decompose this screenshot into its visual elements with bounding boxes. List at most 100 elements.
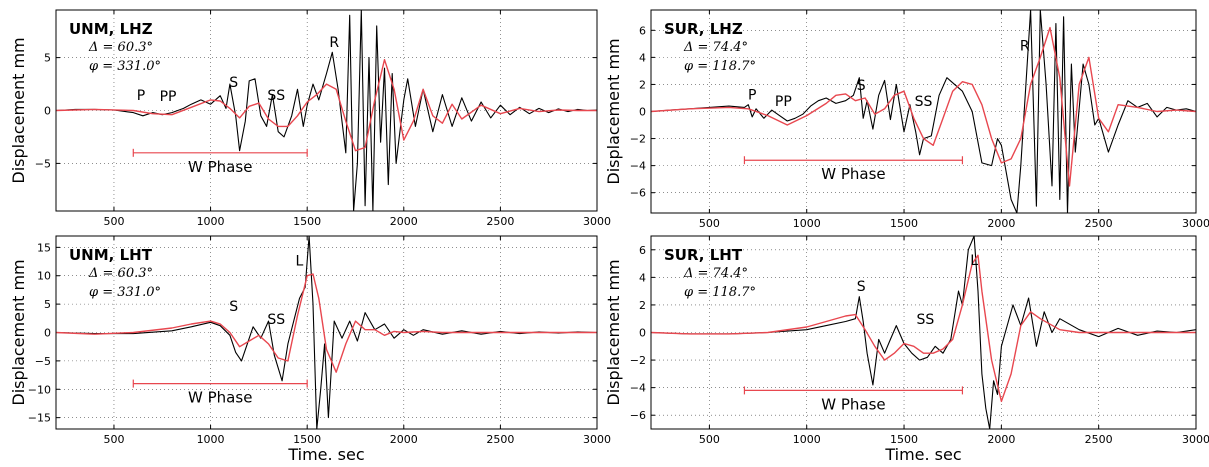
delta-label: Δ = 60.3° xyxy=(88,40,153,55)
observed-trace xyxy=(651,10,1196,213)
x-tick-label: 3000 xyxy=(583,433,611,446)
panel-2: 500 1000 1500 2000 2500 3000 −15 −10 −5 0 5 10 15 W P… xyxy=(9,235,611,464)
phase-label: S xyxy=(229,299,238,315)
x-tick-label: 2000 xyxy=(390,215,418,228)
x-tick-label: 2500 xyxy=(486,433,514,446)
phase-label: S xyxy=(857,78,866,94)
axes-frame xyxy=(55,9,598,212)
x-tick-label: 500 xyxy=(699,433,720,446)
y-tick-label: −2 xyxy=(630,133,646,146)
y-tick-label: 15 xyxy=(37,241,51,254)
y-axis-label: Displacement mm xyxy=(9,259,28,405)
y-tick-label: 5 xyxy=(44,298,51,311)
synthetic-trace xyxy=(651,26,1196,187)
y-tick-label: 2 xyxy=(639,78,646,91)
y-tick-label: 10 xyxy=(37,270,51,283)
plot-area xyxy=(651,10,1196,213)
x-tick-label: 1000 xyxy=(197,215,225,228)
synthetic-trace xyxy=(651,254,1196,403)
y-tick-label: −5 xyxy=(35,157,51,170)
axes-frame xyxy=(55,235,598,430)
phase-label: PP xyxy=(775,94,792,110)
y-tick-label: −4 xyxy=(630,160,646,173)
x-tick-label: 1000 xyxy=(793,217,821,230)
y-tick-label: −6 xyxy=(630,409,646,422)
phi-label: φ = 331.0° xyxy=(89,59,161,74)
y-tick-label: −6 xyxy=(630,187,646,200)
wphase-label: W Phase xyxy=(188,158,252,176)
x-tick-label: 2500 xyxy=(1085,433,1113,446)
wphase-label: W Phase xyxy=(821,395,885,413)
station-label: UNM, LHT xyxy=(69,246,153,264)
phase-label: R xyxy=(329,35,339,51)
plot-area xyxy=(56,10,597,211)
axes-frame xyxy=(650,9,1197,214)
x-tick-label: 3000 xyxy=(583,215,611,228)
plot-area xyxy=(651,236,1196,429)
phi-label: φ = 118.7° xyxy=(684,59,756,74)
synthetic-trace xyxy=(56,273,597,373)
station-label: UNM, LHZ xyxy=(69,20,153,38)
x-tick-label: 1000 xyxy=(197,433,225,446)
phase-label: SS xyxy=(915,94,933,110)
x-tick-label: 500 xyxy=(103,433,124,446)
phase-label: L xyxy=(296,254,304,270)
phase-label: SS xyxy=(267,88,285,104)
x-tick-label: 1500 xyxy=(890,433,918,446)
y-axis-label: Displacement mm xyxy=(604,38,623,184)
phase-label: S xyxy=(857,279,866,295)
plot-area xyxy=(56,236,597,429)
y-axis-label: Displacement mm xyxy=(604,259,623,405)
y-tick-label: 2 xyxy=(639,299,646,312)
axes-frame xyxy=(650,235,1197,430)
y-tick-label: 0 xyxy=(639,106,646,119)
phase-label: S xyxy=(229,75,238,91)
y-tick-label: 4 xyxy=(639,51,646,64)
phase-label: SS xyxy=(917,312,935,328)
y-tick-label: 6 xyxy=(639,24,646,37)
x-tick-label: 3000 xyxy=(1182,433,1209,446)
y-tick-label: −4 xyxy=(630,382,646,395)
y-tick-label: −2 xyxy=(630,354,646,367)
x-tick-label: 2500 xyxy=(486,215,514,228)
phase-label: L xyxy=(970,253,978,269)
wphase-label: W Phase xyxy=(821,165,885,183)
phase-label: SS xyxy=(267,312,285,328)
delta-label: Δ = 74.4° xyxy=(683,266,748,281)
y-tick-label: 0 xyxy=(639,327,646,340)
x-tick-label: 1500 xyxy=(293,215,321,228)
synthetic-trace xyxy=(56,59,597,152)
phi-label: φ = 118.7° xyxy=(684,285,756,300)
x-tick-label: 3000 xyxy=(1182,217,1209,230)
y-tick-label: 4 xyxy=(639,271,646,284)
delta-label: Δ = 74.4° xyxy=(683,40,748,55)
x-tick-label: 500 xyxy=(699,217,720,230)
y-tick-label: −15 xyxy=(28,412,51,425)
x-tick-label: 1500 xyxy=(890,217,918,230)
y-tick-label: −10 xyxy=(28,383,51,396)
x-tick-label: 2000 xyxy=(390,433,418,446)
observed-trace xyxy=(56,10,597,211)
x-tick-label: 2000 xyxy=(987,217,1015,230)
phase-label: R xyxy=(1020,39,1030,55)
phase-label: P xyxy=(748,87,756,103)
phi-label: φ = 331.0° xyxy=(89,285,161,300)
y-tick-label: −5 xyxy=(35,355,51,368)
delta-label: Δ = 60.3° xyxy=(88,266,153,281)
y-tick-label: 5 xyxy=(44,52,51,65)
x-axis-label: Time. sec xyxy=(884,445,961,464)
x-tick-label: 2000 xyxy=(987,433,1015,446)
station-label: SUR, LHT xyxy=(664,246,743,264)
panel-1: 500 1000 1500 2000 2500 3000 −6 −4 −2 0 2 4 6 W Phase… xyxy=(604,9,1209,230)
x-axis-label: Time. sec xyxy=(287,445,364,464)
x-tick-label: 500 xyxy=(103,215,124,228)
x-tick-label: 1000 xyxy=(793,433,821,446)
wphase-label: W Phase xyxy=(188,389,252,407)
phase-label: P xyxy=(137,88,145,104)
y-axis-label: Displacement mm xyxy=(9,37,28,183)
y-tick-label: 0 xyxy=(44,327,51,340)
phase-label: PP xyxy=(160,89,177,105)
station-label: SUR, LHZ xyxy=(664,20,743,38)
